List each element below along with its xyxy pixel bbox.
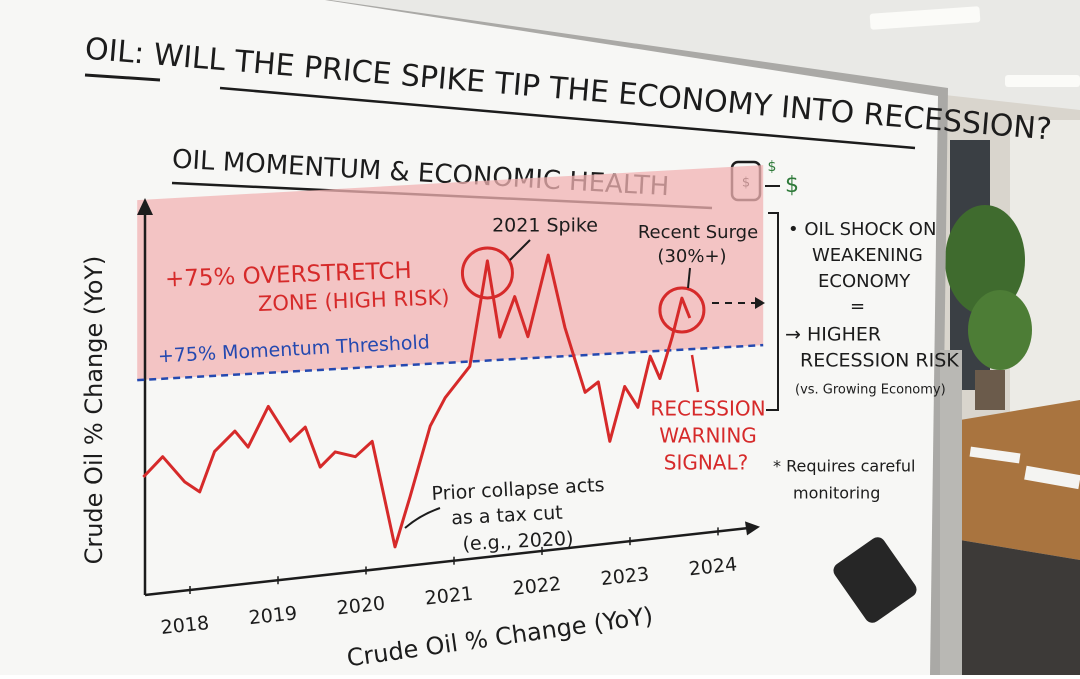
icon-dollar: $	[768, 159, 777, 175]
x-tick-label: 2021	[424, 583, 474, 610]
plant	[968, 290, 1032, 370]
footnote: monitoring	[793, 484, 880, 503]
underline	[219, 86, 916, 150]
x-axis-arrow	[745, 521, 760, 536]
annotation-arrow	[687, 267, 691, 289]
warning-arrow	[690, 354, 700, 393]
annotation: 2021 Spike	[492, 215, 598, 237]
eraser	[833, 537, 917, 623]
board-stand	[940, 350, 962, 675]
x-axis	[144, 526, 753, 597]
annotation-arrow	[404, 507, 441, 529]
plant-pot	[975, 370, 1005, 410]
plant	[945, 205, 1025, 315]
paper	[1024, 465, 1080, 490]
x-tick-label: 2024	[688, 553, 738, 580]
annotation: (30%+)	[657, 246, 726, 267]
paper	[969, 446, 1021, 464]
arrow-head	[755, 297, 765, 309]
warning-label: WARNING	[659, 424, 757, 448]
table	[960, 400, 1080, 560]
footnote: * Requires careful	[773, 457, 915, 476]
x-tick-label: 2023	[600, 563, 650, 590]
x-tick-label: 2018	[160, 612, 210, 639]
side-note: (vs. Growing Economy)	[795, 383, 946, 398]
y-axis-arrow	[137, 198, 153, 215]
annotation: Recent Surge	[638, 222, 758, 243]
y-axis-label: Crude Oil % Change (YoY)	[80, 256, 108, 565]
x-tick-label: 2020	[336, 593, 386, 620]
side-note: → HIGHER	[785, 324, 881, 346]
ceiling-light	[869, 6, 981, 30]
annotation-arrow	[509, 239, 531, 261]
highlight-circle	[658, 286, 706, 334]
warning-label: SIGNAL?	[664, 451, 749, 475]
plot: 2018 2019 2020 2021 2022 2023 2024+75% Momentu…	[137, 165, 764, 639]
side-note: RECESSION RISK	[800, 350, 959, 372]
overstretch-zone	[137, 165, 764, 381]
side-note: • OIL SHOCK ON	[788, 219, 936, 240]
oil-line	[142, 253, 692, 549]
x-tick-label: 2022	[512, 573, 562, 600]
x-tick-label: 2019	[248, 602, 298, 629]
ceiling-light	[1005, 75, 1080, 87]
highlight-circle	[460, 246, 514, 300]
icon-dollar: $	[785, 173, 799, 198]
threshold-line	[137, 343, 764, 382]
bracket	[766, 212, 779, 411]
underline	[84, 73, 161, 82]
warning-label: RECESSION	[650, 397, 765, 421]
side-note: ECONOMY	[818, 271, 911, 292]
side-note: =	[850, 296, 865, 317]
side-note: WEAKENING	[812, 245, 923, 266]
chairs	[960, 540, 1080, 675]
